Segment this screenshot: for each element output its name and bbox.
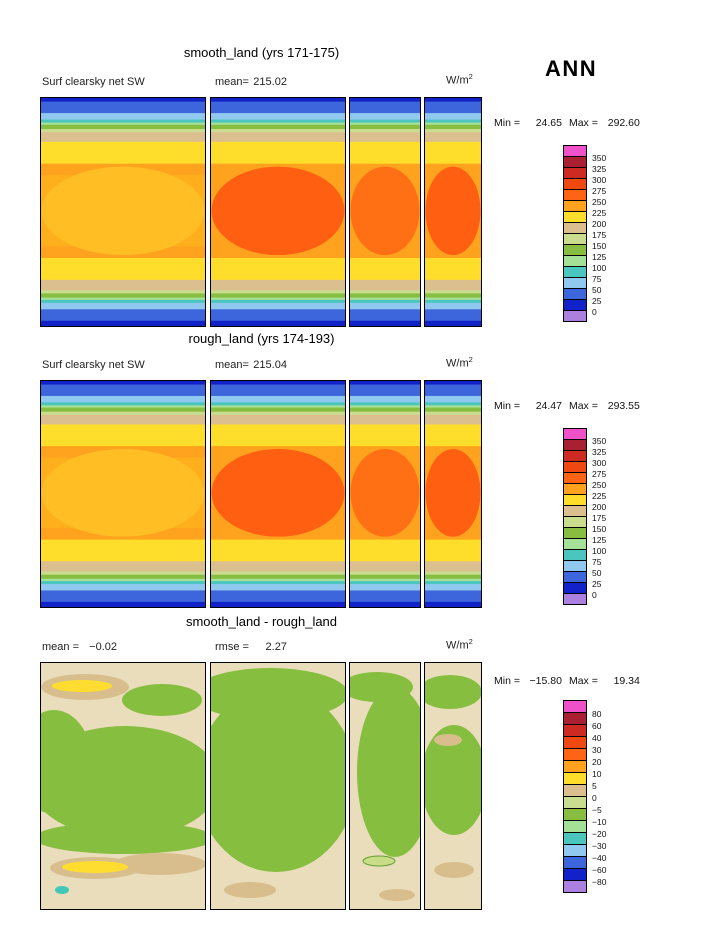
colorbar-level-label: 350 <box>592 435 607 446</box>
map-difference <box>40 662 482 910</box>
panel2-mean-value: 215.04 <box>253 359 287 371</box>
colorbar-level-label: 10 <box>592 768 602 779</box>
colorbar-swatch <box>563 880 587 893</box>
panel1-mean: mean= 215.02 <box>215 76 287 88</box>
panel3-title: smooth_land - rough_land <box>185 614 338 629</box>
colorbar-level-label: 100 <box>592 262 607 273</box>
colorbar-level-label: 225 <box>592 207 607 218</box>
colorbar-level-label: 80 <box>592 708 602 719</box>
colorbar-level-label: 175 <box>592 229 607 240</box>
colorbar-level-label: −40 <box>592 852 607 863</box>
panel1-variable-label: Surf clearsky net SW <box>42 76 145 88</box>
panel3-units: W/m2 <box>446 637 473 652</box>
colorbar-level-label: 50 <box>592 567 602 578</box>
panel1-mean-value: 215.02 <box>253 76 287 88</box>
map-smooth-land <box>40 97 482 327</box>
season-label: ANN <box>545 56 598 81</box>
colorbar-rough-land: 350 325 300 275 250 225 200 175 150 125 100 75 50 25 0 <box>563 428 633 605</box>
colorbar-level-label: 0 <box>592 589 597 600</box>
colorbar-level-label: 200 <box>592 218 607 229</box>
colorbar-level-label: 40 <box>592 732 602 743</box>
colorbar-level-label: 325 <box>592 163 607 174</box>
colorbar-swatch <box>563 593 587 605</box>
panel3-mean: mean = −0.02 <box>42 641 117 653</box>
colorbar-level-label: 75 <box>592 273 602 284</box>
colorbar-level-label: 50 <box>592 284 602 295</box>
colorbar-level-label: 75 <box>592 556 602 567</box>
colorbar-level-label: 0 <box>592 306 597 317</box>
colorbar-level-label: −20 <box>592 828 607 839</box>
colorbar-level-label: 100 <box>592 545 607 556</box>
panel2-minmax: Min = 24.47 Max = 293.55 <box>494 400 640 412</box>
panel2-title: rough_land (yrs 174-193) <box>188 331 335 346</box>
colorbar-level-label: 150 <box>592 523 607 534</box>
colorbar-level-label: 325 <box>592 446 607 457</box>
colorbar-level-label: −30 <box>592 840 607 851</box>
colorbar-swatch <box>563 310 587 322</box>
colorbar-level-label: 30 <box>592 744 602 755</box>
panel1-units: W/m2 <box>446 72 473 87</box>
panel2-variable-label: Surf clearsky net SW <box>42 359 145 371</box>
colorbar-level-label: 0 <box>592 792 597 803</box>
colorbar-level-label: 350 <box>592 152 607 163</box>
panel3-rmse: rmse = 2.27 <box>215 641 287 653</box>
colorbar-difference: 80 60 40 30 20 10 5 0 −5 −10 −20 −30 −40 −60 −80 <box>563 700 633 893</box>
colorbar-level-label: 275 <box>592 468 607 479</box>
panel2-mean: mean= 215.04 <box>215 359 287 371</box>
colorbar-level-label: 125 <box>592 251 607 262</box>
colorbar-level-label: 25 <box>592 295 602 306</box>
colorbar-level-label: −5 <box>592 804 602 815</box>
colorbar-level-label: 175 <box>592 512 607 523</box>
colorbar-level-label: −10 <box>592 816 607 827</box>
panel3-rmse-label: rmse = <box>215 641 249 653</box>
colorbar-level-label: 125 <box>592 534 607 545</box>
colorbar-level-label: 275 <box>592 185 607 196</box>
panel3-mean-value: −0.02 <box>89 641 117 653</box>
panel1-title: smooth_land (yrs 171-175) <box>183 45 340 60</box>
panel1-minmax: Min = 24.65 Max = 292.60 <box>494 117 640 129</box>
colorbar-level-label: −80 <box>592 876 607 887</box>
colorbar-level-label: 225 <box>592 490 607 501</box>
panel3-mean-label: mean = <box>42 641 79 653</box>
panel1-mean-label: mean= <box>215 76 249 88</box>
colorbar-level-label: 60 <box>592 720 602 731</box>
colorbar-level-label: 300 <box>592 457 607 468</box>
colorbar-level-label: 5 <box>592 780 597 791</box>
panel3-rmse-value: 2.27 <box>265 641 287 653</box>
colorbar-level-label: 150 <box>592 240 607 251</box>
colorbar-level-label: −60 <box>592 864 607 875</box>
colorbar-level-label: 250 <box>592 196 607 207</box>
colorbar-level-label: 200 <box>592 501 607 512</box>
panel2-units: W/m2 <box>446 355 473 370</box>
colorbar-level-label: 300 <box>592 174 607 185</box>
colorbar-smooth-land: 350 325 300 275 250 225 200 175 150 125 100 75 50 25 0 <box>563 145 633 322</box>
colorbar-level-label: 25 <box>592 578 602 589</box>
colorbar-level-label: 20 <box>592 756 602 767</box>
panel3-minmax: Min = −15.80 Max = 19.34 <box>494 675 640 687</box>
map-rough-land <box>40 380 482 608</box>
panel2-mean-label: mean= <box>215 359 249 371</box>
colorbar-level-label: 250 <box>592 479 607 490</box>
